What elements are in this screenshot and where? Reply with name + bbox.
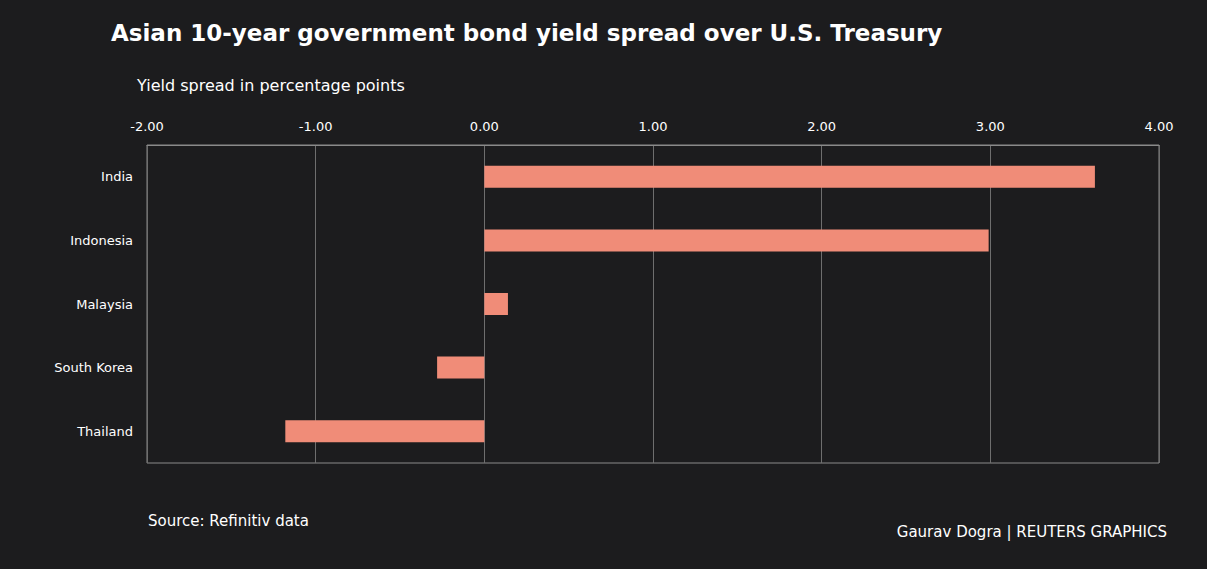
svg-text:0.00: 0.00 — [470, 119, 499, 134]
svg-text:Gaurav Dogra | REUTERS GRAPHIC: Gaurav Dogra | REUTERS GRAPHICS — [897, 523, 1167, 541]
svg-text:2.00: 2.00 — [807, 119, 836, 134]
svg-text:Thailand: Thailand — [76, 424, 133, 439]
svg-text:Asian 10-year government bond: Asian 10-year government bond yield spre… — [111, 20, 942, 46]
svg-text:India: India — [101, 169, 133, 184]
svg-text:Source: Refinitiv data: Source: Refinitiv data — [148, 512, 309, 530]
svg-text:1.00: 1.00 — [639, 119, 668, 134]
svg-text:Yield spread in percentage poi: Yield spread in percentage points — [136, 76, 405, 95]
svg-text:-1.00: -1.00 — [299, 119, 333, 134]
svg-text:Malaysia: Malaysia — [76, 297, 133, 312]
svg-text:South Korea: South Korea — [54, 360, 133, 375]
svg-text:3.00: 3.00 — [976, 119, 1005, 134]
svg-text:Indonesia: Indonesia — [70, 233, 133, 248]
svg-text:-2.00: -2.00 — [130, 119, 164, 134]
svg-text:4.00: 4.00 — [1145, 119, 1174, 134]
